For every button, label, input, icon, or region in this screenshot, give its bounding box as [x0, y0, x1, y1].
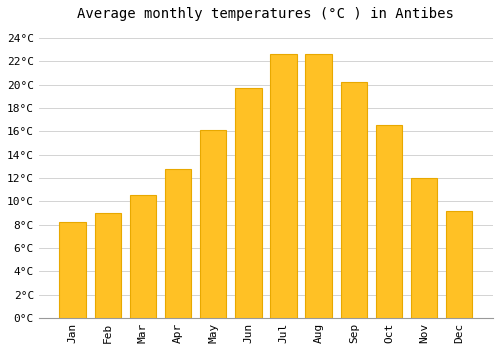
Bar [446, 211, 472, 318]
Title: Average monthly temperatures (°C ) in Antibes: Average monthly temperatures (°C ) in An… [78, 7, 454, 21]
Bar [235, 88, 262, 318]
Bar [340, 82, 367, 318]
Bar [376, 125, 402, 318]
Bar [270, 54, 296, 318]
Bar [200, 130, 226, 318]
Bar [165, 169, 191, 318]
Bar [94, 213, 121, 318]
Bar [306, 54, 332, 318]
Bar [411, 178, 438, 318]
Bar [130, 195, 156, 318]
Bar [60, 222, 86, 318]
